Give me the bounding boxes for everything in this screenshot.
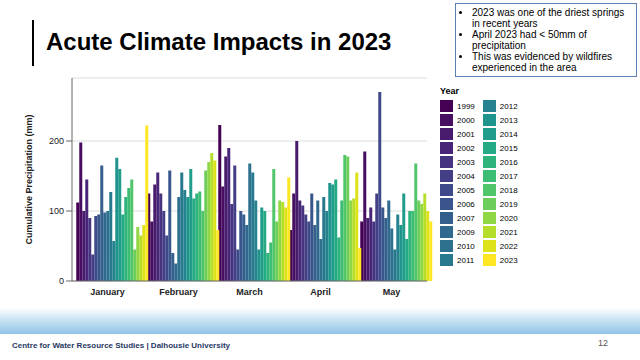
html-text:2006: 2006	[457, 199, 475, 209]
html-text:2017: 2017	[499, 171, 518, 181]
html-text:April 2023 had < 50mm of preci: April 2023 had < 50mm of precipitation	[472, 29, 587, 51]
html-text:2011: 2011	[457, 255, 475, 265]
html-text:2009: 2009	[457, 227, 475, 237]
html-text:2023: 2023	[499, 255, 518, 265]
html-text:2016: 2016	[499, 157, 518, 167]
html-text:2020: 2020	[499, 213, 518, 223]
html-text:2021: 2021	[499, 227, 518, 237]
html-text:2002: 2002	[457, 143, 475, 153]
svg-text:0: 0	[59, 276, 64, 286]
svg-text:March: March	[236, 287, 263, 297]
html-text:2000: 2000	[457, 115, 475, 125]
html-text:2014: 2014	[499, 129, 518, 139]
html-text:2018: 2018	[499, 185, 518, 195]
html-text:Acute Climate Impacts in 2023: Acute Climate Impacts in 2023	[46, 28, 392, 55]
svg-text:February: February	[159, 287, 198, 297]
html-text:2003: 2003	[457, 157, 475, 167]
html-text:Centre for Water Resource Stud: Centre for Water Resource Studies | Dalh…	[12, 341, 230, 350]
html-text:2023 was one of the driest spr: 2023 was one of the driest springs in re…	[472, 7, 625, 29]
html-text:2019: 2019	[499, 199, 518, 209]
html-text:1999: 1999	[457, 101, 475, 111]
svg-text:May: May	[383, 287, 401, 297]
svg-text:100: 100	[49, 206, 64, 216]
html-text:2007: 2007	[457, 213, 475, 223]
html-text:12: 12	[598, 338, 608, 348]
html-text:2004: 2004	[457, 171, 475, 181]
html-text:2005: 2005	[457, 185, 475, 195]
svg-text:January: January	[90, 287, 125, 297]
svg-text:Cumulative Precipitation (mm): Cumulative Precipitation (mm)	[24, 114, 34, 244]
svg-text:April: April	[310, 287, 331, 297]
svg-text:200: 200	[49, 136, 64, 146]
html-text:2022: 2022	[499, 241, 518, 251]
html-text:2001: 2001	[457, 129, 475, 139]
html-text:2012: 2012	[499, 101, 518, 111]
html-text:2013: 2013	[499, 115, 518, 125]
html-text:2010: 2010	[457, 241, 475, 251]
html-text:2015: 2015	[499, 143, 518, 153]
html-text:Year: Year	[440, 86, 459, 96]
html-text:This was evidenced by wildfire: This was evidenced by wildfires experien…	[472, 51, 613, 73]
